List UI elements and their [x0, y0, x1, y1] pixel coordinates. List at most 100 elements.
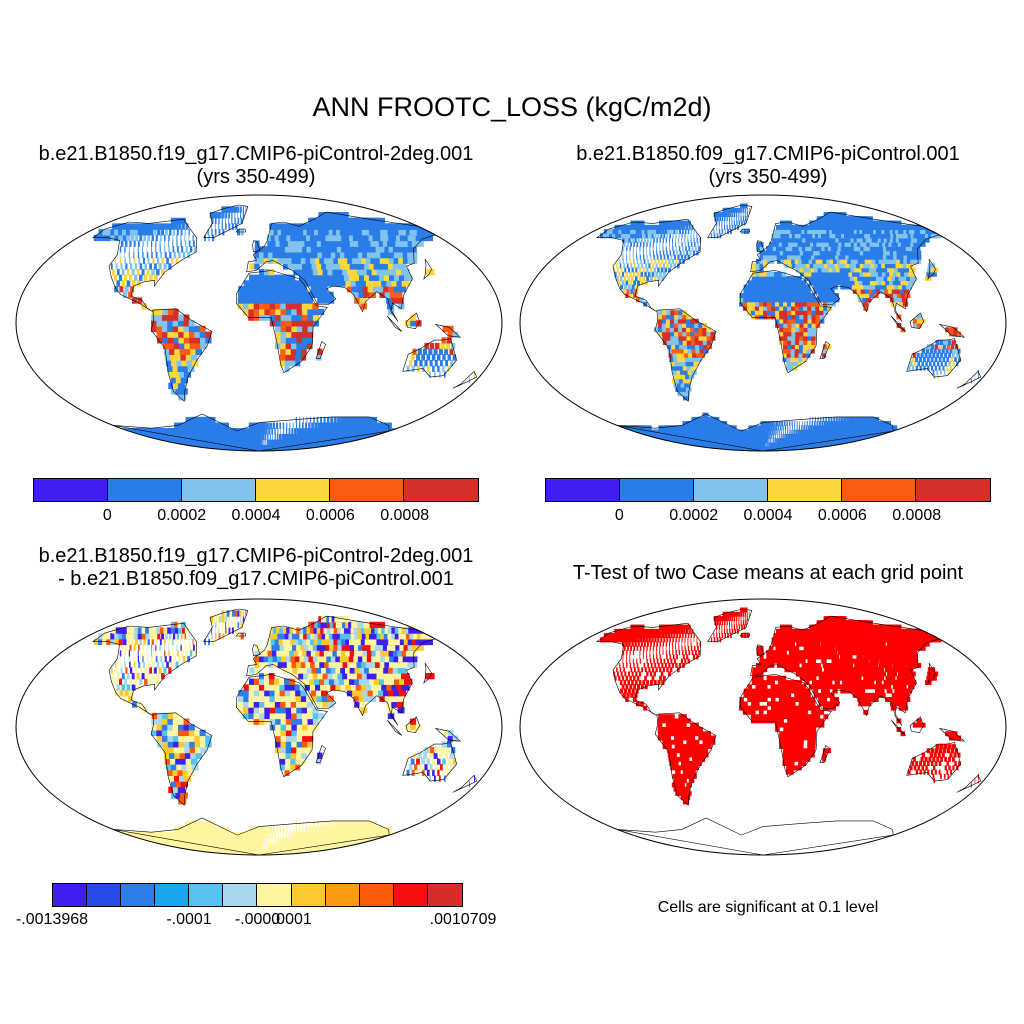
grid-cell — [864, 416, 869, 422]
grid-cell — [371, 416, 378, 424]
grid-cell — [796, 421, 798, 426]
grid-cell — [791, 421, 793, 426]
grid-cell — [431, 354, 436, 361]
grid-cell — [803, 340, 808, 345]
grid-cell — [774, 284, 780, 290]
grid-cell — [151, 712, 158, 720]
grid-cell — [758, 429, 762, 435]
grid-cell — [259, 274, 265, 281]
grid-cell — [301, 297, 308, 304]
grid-cell — [629, 259, 631, 264]
grid-cell — [268, 439, 271, 446]
grid-cell — [369, 678, 377, 685]
grid-cell — [687, 237, 689, 243]
grid-cell — [299, 229, 307, 236]
grid-cell — [691, 348, 697, 354]
grid-cell — [846, 250, 853, 256]
grid-cell — [317, 673, 325, 680]
grid-cell — [885, 280, 892, 286]
grid-cell — [789, 224, 794, 230]
grid-cell — [786, 357, 791, 362]
grid-cell — [868, 259, 875, 264]
grid-cell — [822, 344, 828, 350]
grid-cell — [765, 421, 769, 426]
grid-cell — [799, 429, 802, 435]
grid-cell — [759, 246, 764, 252]
grid-cell — [381, 422, 392, 429]
grid-cell — [253, 308, 260, 316]
grid-cell — [133, 661, 136, 668]
grid-cell — [118, 229, 124, 236]
grid-cell — [285, 251, 292, 259]
grid-cell — [184, 371, 192, 378]
grid-cell — [817, 254, 824, 260]
grid-cell — [907, 271, 915, 277]
grid-cell — [164, 234, 166, 242]
grid-cell — [892, 259, 900, 264]
grid-cell — [291, 735, 298, 742]
grid-cell — [652, 246, 654, 252]
grid-cell — [146, 269, 150, 276]
grid-cell — [248, 684, 255, 691]
grid-cell — [137, 246, 139, 253]
grid-cell — [119, 286, 124, 293]
grid-cell — [803, 429, 807, 435]
grid-cell — [259, 837, 262, 845]
grid-cell — [180, 377, 188, 384]
grid-cell — [319, 246, 327, 253]
grid-cell — [179, 371, 187, 378]
grid-cell — [731, 224, 734, 230]
grid-cell — [794, 425, 796, 431]
grid-cell — [350, 820, 355, 828]
grid-cell — [170, 661, 174, 668]
grid-cell — [170, 388, 179, 395]
grid-cell — [649, 241, 651, 247]
grid-cell — [872, 288, 878, 294]
grid-cell — [614, 271, 617, 277]
grid-cell — [777, 425, 780, 431]
grid-cell — [625, 237, 628, 243]
grid-cell — [669, 263, 673, 269]
grid-cell — [662, 331, 667, 337]
grid-cell — [169, 251, 172, 259]
grid-cell — [275, 240, 282, 247]
grid-cell — [414, 360, 418, 367]
grid-cell — [688, 224, 691, 230]
grid-cell — [765, 425, 768, 431]
grid-cell — [935, 340, 940, 345]
grid-cell — [820, 237, 827, 243]
grid-cell — [755, 267, 760, 273]
grid-cell — [770, 438, 771, 444]
grid-cell — [276, 422, 279, 429]
grid-cell — [775, 305, 780, 311]
grid-cell — [634, 276, 638, 281]
grid-cell — [323, 820, 326, 828]
grid-cell — [167, 337, 175, 344]
grid-cell — [170, 758, 177, 765]
grid-cell — [889, 220, 902, 226]
grid-cell — [296, 342, 302, 350]
grid-cell — [791, 323, 796, 328]
grid-cell — [279, 684, 286, 691]
grid-cell — [407, 251, 418, 259]
grid-cell — [679, 250, 682, 256]
grid-cell — [690, 335, 696, 341]
grid-cell — [884, 263, 892, 269]
grid-cell — [174, 752, 181, 759]
grid-cell — [626, 263, 629, 269]
grid-cell — [280, 741, 287, 748]
grid-cell — [120, 667, 123, 674]
grid-cell — [807, 318, 813, 324]
grid-cell — [668, 352, 674, 358]
grid-cell — [126, 234, 131, 242]
grid-cell — [767, 429, 770, 435]
grid-cell — [899, 288, 906, 294]
grid-cell — [678, 387, 685, 392]
grid-cell — [679, 344, 685, 350]
grid-cell — [330, 416, 333, 424]
grid-cell — [178, 724, 184, 731]
grid-cell — [770, 288, 776, 294]
grid-cell — [791, 310, 796, 316]
grid-cell — [868, 288, 874, 294]
grid-cell — [780, 438, 783, 444]
